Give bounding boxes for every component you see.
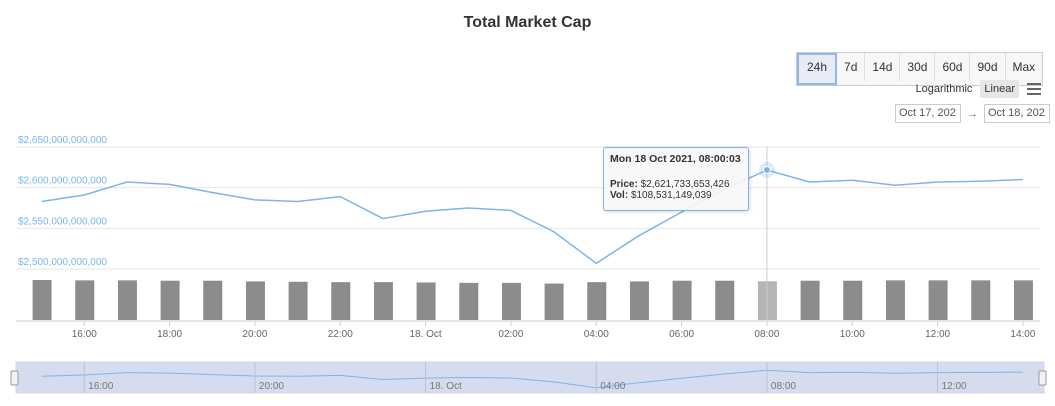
logarithmic-button[interactable]: Logarithmic: [915, 83, 973, 95]
volume-bar[interactable]: [715, 280, 735, 320]
navigator-window[interactable]: [15, 361, 1045, 394]
y-tick-label: $2,650,000,000,000: [18, 135, 107, 146]
x-tick-label: 08:00: [754, 329, 779, 340]
navigator-left-handle[interactable]: [10, 370, 19, 386]
volume-bar[interactable]: [32, 280, 52, 320]
x-tick-label: 10:00: [840, 329, 865, 340]
scale-toggle: Logarithmic Linear: [912, 80, 1041, 98]
tooltip-price-value: $2,621,733,653,426: [640, 179, 730, 190]
navigator-series-line: [41, 369, 1023, 389]
tooltip-vol-value: $108,531,149,039: [630, 190, 712, 201]
navigator-tick-label: 04:00: [600, 381, 625, 392]
volume-bar[interactable]: [672, 280, 692, 320]
x-tick-label: 06:00: [669, 329, 694, 340]
volume-bar[interactable]: [885, 280, 905, 320]
date-separator: →: [967, 107, 978, 120]
volume-bar[interactable]: [459, 282, 479, 320]
y-tick-label: $2,600,000,000,000: [18, 176, 107, 187]
price-tooltip: Mon 18 Oct 2021, 08:00:03 Price: $2,621,…: [603, 147, 749, 211]
volume-bar[interactable]: [971, 280, 991, 320]
volume-bar[interactable]: [1013, 280, 1033, 320]
x-tick-label: 14:00: [1010, 329, 1035, 340]
range-button-90d[interactable]: 90d: [970, 53, 1006, 81]
navigator-tick-label: 12:00: [942, 381, 967, 392]
volume-bar[interactable]: [117, 280, 137, 320]
range-button-24h[interactable]: 24h: [797, 53, 838, 85]
volume-bar[interactable]: [245, 281, 265, 320]
x-tick-label: 20:00: [242, 329, 267, 340]
chart-title: Total Market Cap: [463, 14, 592, 31]
y-tick-label: $2,550,000,000,000: [18, 216, 107, 227]
navigator-right-handle[interactable]: [1038, 370, 1047, 386]
navigator-tick-label: 18. Oct: [430, 381, 462, 392]
volume-bar[interactable]: [544, 283, 564, 320]
navigator-tick-label: 16:00: [88, 381, 113, 392]
x-tick-label: 12:00: [925, 329, 950, 340]
x-tick-label: 18:00: [157, 329, 182, 340]
date-to-input[interactable]: [984, 104, 1050, 123]
volume-bar[interactable]: [331, 282, 351, 320]
navigator-tick-label: 20:00: [259, 381, 284, 392]
navigator-tick-label: 08:00: [771, 381, 796, 392]
range-button-60d[interactable]: 60d: [935, 53, 971, 81]
volume-bar[interactable]: [75, 280, 95, 320]
range-button-30d[interactable]: 30d: [900, 53, 936, 81]
volume-bar[interactable]: [928, 280, 948, 320]
volume-bar[interactable]: [800, 280, 820, 320]
range-button-max[interactable]: Max: [1005, 53, 1043, 81]
tooltip-vol-label: Vol:: [610, 190, 629, 201]
range-button-14d[interactable]: 14d: [865, 53, 901, 81]
x-tick-label: 18. Oct: [409, 329, 441, 340]
linear-button[interactable]: Linear: [980, 80, 1019, 98]
range-button-7d[interactable]: 7d: [837, 53, 866, 81]
volume-bar[interactable]: [203, 280, 223, 320]
volume-bar[interactable]: [629, 281, 649, 320]
volume-bar[interactable]: [587, 282, 607, 320]
x-tick-label: 02:00: [498, 329, 523, 340]
tooltip-price-label: Price:: [610, 179, 638, 190]
volume-bar[interactable]: [373, 282, 393, 320]
x-tick-label: 16:00: [72, 329, 97, 340]
highlight-point[interactable]: [762, 165, 771, 174]
hamburger-menu-icon[interactable]: [1027, 83, 1041, 95]
volume-bar[interactable]: [288, 281, 308, 320]
volume-bar[interactable]: [843, 280, 863, 320]
x-tick-label: 04:00: [584, 329, 609, 340]
y-tick-label: $2,500,000,000,000: [18, 257, 107, 268]
volume-bar[interactable]: [160, 280, 180, 320]
tooltip-title: Mon 18 Oct 2021, 08:00:03: [610, 153, 741, 165]
volume-bar[interactable]: [501, 282, 521, 320]
volume-bar[interactable]: [416, 282, 436, 321]
date-range: →: [895, 104, 1050, 123]
date-from-input[interactable]: [895, 104, 961, 123]
price-series-line: [41, 169, 1023, 265]
x-tick-label: 22:00: [328, 329, 353, 340]
